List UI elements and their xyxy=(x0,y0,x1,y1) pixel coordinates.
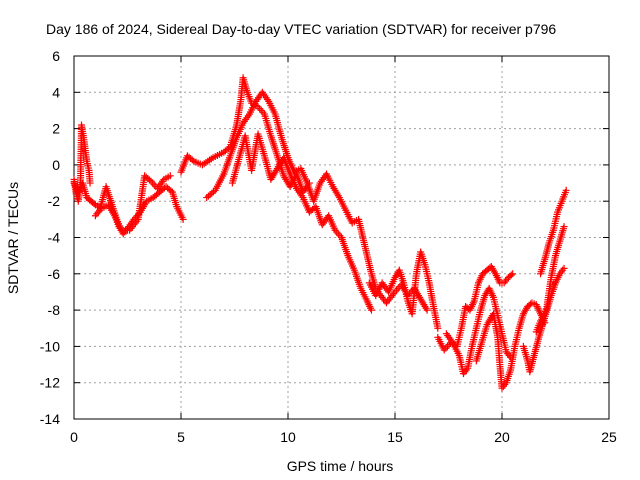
x-tick-label: 20 xyxy=(494,429,510,445)
data-point xyxy=(560,264,568,272)
series-track-k xyxy=(472,299,549,392)
y-tick-label: 2 xyxy=(52,121,60,137)
y-tick-label: 0 xyxy=(52,157,60,173)
series-track-i xyxy=(434,263,517,354)
x-axis-title: GPS time / hours xyxy=(287,458,394,474)
data-point xyxy=(86,179,94,187)
x-tick-label: 15 xyxy=(387,429,403,445)
data-point xyxy=(257,106,265,114)
marker-layer xyxy=(70,74,570,392)
data-point xyxy=(188,156,196,164)
tick-layer: 0 5 10 15 20 25 -14 -12 -10 -8 -6 -4 -2 0 2 4 6 xyxy=(40,48,617,445)
series-track-e xyxy=(203,88,380,292)
grid-layer xyxy=(74,56,609,419)
x-tick-label: 5 xyxy=(177,429,185,445)
series-track-g xyxy=(365,248,442,332)
y-tick-label: 6 xyxy=(52,48,60,64)
y-tick-label: 4 xyxy=(52,84,60,100)
y-tick-label: -6 xyxy=(48,266,61,282)
series-track-c xyxy=(91,172,174,234)
y-tick-label: -4 xyxy=(48,230,61,246)
series-track-f xyxy=(228,130,375,314)
x-tick-label: 0 xyxy=(70,429,78,445)
y-tick-label: -12 xyxy=(40,375,60,391)
data-point xyxy=(166,172,174,180)
data-point xyxy=(509,270,517,278)
y-tick-label: -2 xyxy=(48,193,61,209)
data-point xyxy=(334,230,342,238)
series-track-h xyxy=(374,281,431,314)
data-point xyxy=(562,186,570,194)
data-point xyxy=(179,215,187,223)
series-track-j xyxy=(442,284,515,378)
series-track-n xyxy=(532,223,568,336)
y-tick-label: -10 xyxy=(40,338,60,354)
data-point xyxy=(434,324,442,332)
data-point xyxy=(149,179,157,187)
data-point xyxy=(507,271,515,279)
x-tick-label: 10 xyxy=(280,429,296,445)
y-axis-title: SDTVAR / TECUs xyxy=(5,182,21,294)
data-point xyxy=(90,200,98,208)
chart-title: Day 186 of 2024, Sidereal Day-to-day VTE… xyxy=(46,21,556,37)
y-tick-label: -14 xyxy=(40,411,60,427)
data-point xyxy=(145,176,153,184)
data-point xyxy=(423,306,431,314)
series-track-l xyxy=(519,264,568,376)
y-tick-label: -8 xyxy=(48,302,61,318)
series-track-m xyxy=(537,186,570,278)
data-point xyxy=(367,306,375,314)
data-point xyxy=(560,223,568,231)
x-tick-label: 25 xyxy=(601,429,617,445)
